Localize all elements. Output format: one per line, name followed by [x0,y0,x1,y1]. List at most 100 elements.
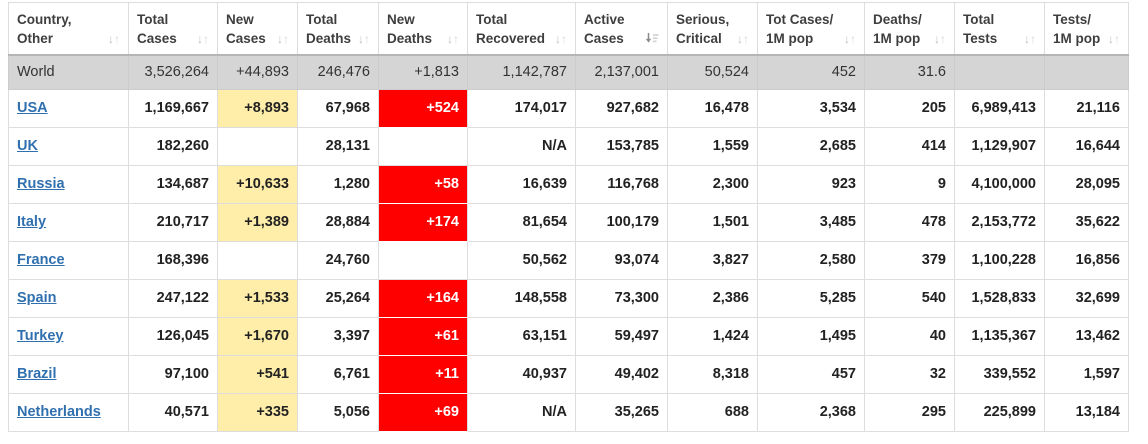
sort-icon[interactable]: ↓↑ [737,31,749,46]
cell-total_recovered: 16,639 [467,164,576,204]
cell-country: Russia [8,164,129,204]
cell-tot_cases_1m: 452 [757,54,865,90]
cell-serious_critical: 1,559 [667,126,758,166]
cell-total_recovered: N/A [467,392,576,432]
cell-total_recovered: 81,654 [467,202,576,242]
sort-icon[interactable]: ↓↑ [1024,31,1036,46]
cell-total_cases: 40,571 [128,392,218,432]
cell-tot_cases_1m: 1,495 [757,316,865,356]
country-link[interactable]: Spain [17,290,57,306]
cell-total_tests: 1,528,833 [954,278,1045,318]
country-link[interactable]: USA [17,100,48,116]
cell-deaths_1m: 32 [864,354,955,394]
cell-country: World [8,54,129,90]
world-row: World 3,526,264 +44,893 246,476 +1,813 1,142,… [8,54,1129,90]
header-label-line2: 1M pop [1053,31,1101,46]
header-cell-tot_cases_1m[interactable]: Tot Cases/ 1M pop ↓↑ [757,2,865,56]
cell-new_deaths [378,126,468,166]
cell-total_tests: 1,100,228 [954,240,1045,280]
header-cell-total_recovered[interactable]: Total Recovered ↓↑ [467,2,576,56]
sort-icon[interactable]: ↓↑ [555,31,567,46]
sort-descending-active-icon[interactable] [645,32,659,45]
cell-deaths_1m: 414 [864,126,955,166]
cell-tests_1m: 1,597 [1044,354,1129,394]
cell-serious_critical: 688 [667,392,758,432]
country-link[interactable]: Turkey [17,328,64,344]
header-label-line1: Deaths/ [873,12,922,27]
header-cell-total_deaths[interactable]: Total Deaths ↓↑ [297,2,379,56]
header-cell-deaths_1m[interactable]: Deaths/ 1M pop ↓↑ [864,2,955,56]
cell-active_cases: 35,265 [575,392,668,432]
cell-total_deaths: 246,476 [297,54,379,90]
sort-icon[interactable]: ↓↑ [197,31,209,46]
header-cell-new_cases[interactable]: New Cases ↓↑ [217,2,298,56]
cell-total_tests [954,54,1045,90]
header-label-line2: Cases [137,31,177,46]
header-label-line1: New [387,12,415,27]
country-link[interactable]: UK [17,138,38,154]
cell-new_cases: +541 [217,354,298,394]
cell-tot_cases_1m: 923 [757,164,865,204]
cell-total_cases: 1,169,667 [128,88,218,128]
header-cell-serious_critical[interactable]: Serious, Critical ↓↑ [667,2,758,56]
cell-tests_1m: 35,622 [1044,202,1129,242]
cell-new_cases: +8,893 [217,88,298,128]
table-row: France 168,396 24,760 50,562 93,074 3,827 2,58… [8,240,1129,280]
country-link[interactable]: Brazil [17,366,57,382]
cell-new_cases [217,126,298,166]
cell-active_cases: 73,300 [575,278,668,318]
table-row: UK 182,260 28,131 N/A 153,785 1,559 2,685 414 1,… [8,126,1129,166]
cell-serious_critical: 1,424 [667,316,758,356]
cell-country: Turkey [8,316,129,356]
covid-stats-table: Country, Other ↓↑ Total Cases ↓↑ New Cas… [8,2,1129,432]
cell-new_cases: +44,893 [217,54,298,90]
header-label-line1: Country, [17,12,72,27]
header-label-line2: Other [17,31,54,46]
country-link[interactable]: Netherlands [17,404,101,420]
sort-icon[interactable]: ↓↑ [1108,31,1120,46]
cell-deaths_1m: 9 [864,164,955,204]
sort-icon[interactable]: ↓↑ [358,31,370,46]
cell-country: Italy [8,202,129,242]
cell-total_deaths: 24,760 [297,240,379,280]
header-cell-country[interactable]: Country, Other ↓↑ [8,2,129,56]
cell-total_cases: 126,045 [128,316,218,356]
header-cell-active_cases[interactable]: Active Cases [575,2,668,56]
country-link[interactable]: Russia [17,176,65,192]
cell-deaths_1m: 40 [864,316,955,356]
country-link[interactable]: Italy [17,214,47,230]
cell-new_cases: +1,670 [217,316,298,356]
header-row: Country, Other ↓↑ Total Cases ↓↑ New Cas… [8,2,1129,56]
cell-total_cases: 3,526,264 [128,54,218,90]
header-label-line2: Deaths [387,31,433,46]
cell-new_deaths: +11 [378,354,468,394]
header-label-line2: Deaths [306,31,352,46]
cell-active_cases: 59,497 [575,316,668,356]
cell-total_tests: 4,100,000 [954,164,1045,204]
header-label-line1: Serious, [676,12,730,27]
country-link[interactable]: France [17,252,65,268]
sort-icon[interactable]: ↓↑ [277,31,289,46]
table-row: USA 1,169,667 +8,893 67,968 +524 174,017 927,6… [8,88,1129,128]
header-label-line1: Tests/ [1053,12,1092,27]
cell-serious_critical: 3,827 [667,240,758,280]
header-cell-new_deaths[interactable]: New Deaths ↓↑ [378,2,468,56]
header-label-line1: Active [584,12,625,27]
header-cell-total_cases[interactable]: Total Cases ↓↑ [128,2,218,56]
header-label-line2: Critical [676,31,722,46]
cell-country: Spain [8,278,129,318]
cell-country: Netherlands [8,392,129,432]
sort-icon[interactable]: ↓↑ [108,31,120,46]
cell-total_cases: 134,687 [128,164,218,204]
cell-new_cases: +1,389 [217,202,298,242]
sort-icon[interactable]: ↓↑ [934,31,946,46]
sort-icon[interactable]: ↓↑ [844,31,856,46]
cell-new_cases [217,240,298,280]
sort-icon[interactable]: ↓↑ [447,31,459,46]
cell-total_cases: 168,396 [128,240,218,280]
header-cell-total_tests[interactable]: Total Tests ↓↑ [954,2,1045,56]
cell-new_deaths [378,240,468,280]
header-cell-tests_1m[interactable]: Tests/ 1M pop ↓↑ [1044,2,1129,56]
cell-new_deaths: +174 [378,202,468,242]
header-label-line1: Total [306,12,338,27]
